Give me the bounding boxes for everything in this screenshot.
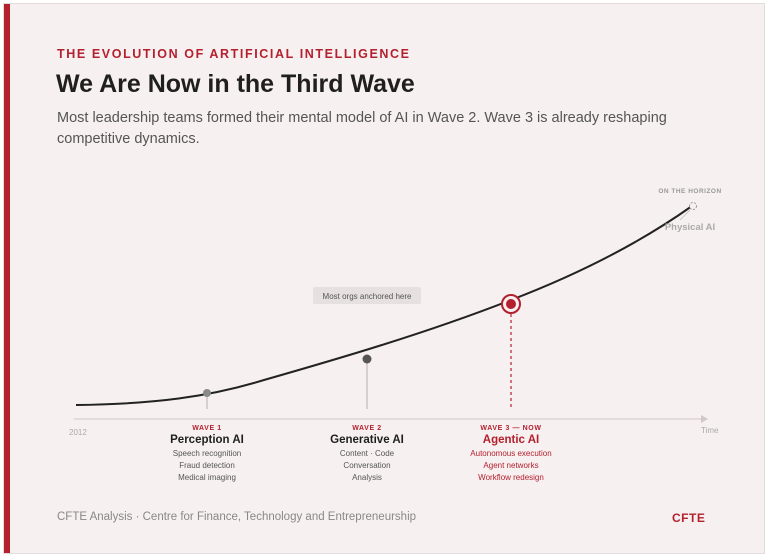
wave-2-item: Content · Code (340, 449, 395, 458)
wave-3-marker (506, 299, 516, 309)
slide-card: THE EVOLUTION OF ARTIFICIAL INTELLIGENCE… (3, 3, 765, 554)
axis-start-label: 2012 (69, 428, 87, 437)
horizon-label: Physical AI (665, 222, 715, 233)
axis-end-label: Time (701, 426, 719, 435)
wave-3-item: Autonomous execution (470, 449, 551, 458)
horizon-marker (689, 202, 697, 210)
wave-3-item: Agent networks (483, 461, 538, 470)
ai-evolution-curve (75, 205, 693, 406)
wave-3-item: Workflow redesign (478, 473, 544, 482)
anchored-callout-box (313, 287, 421, 304)
wave-2-tag: WAVE 2 (352, 425, 382, 432)
wave-1-name: Perception AI (170, 434, 244, 446)
accent-bar (4, 4, 10, 553)
wave-1-tag: WAVE 1 (192, 425, 222, 432)
wave-1-item: Fraud detection (179, 461, 235, 470)
wave-2-item: Analysis (352, 473, 382, 482)
wave-2-marker (362, 354, 372, 364)
page-title: We Are Now in the Third Wave (56, 70, 415, 98)
horizon-connector (679, 209, 691, 221)
wave-2-name: Generative AI (330, 434, 404, 446)
wave-diagram: 2012 Time Most orgs anchored here ON THE… (69, 188, 721, 482)
anchored-callout-text: Most orgs anchored here (323, 292, 412, 301)
footer-source: CFTE Analysis · Centre for Finance, Tech… (57, 511, 417, 523)
wave-1-marker (203, 389, 211, 397)
time-axis-arrow (701, 415, 708, 423)
horizon-tag: ON THE HORIZON (658, 188, 721, 195)
wave-1-item: Speech recognition (173, 449, 242, 458)
eyebrow-label: THE EVOLUTION OF ARTIFICIAL INTELLIGENCE (57, 47, 411, 61)
footer-brand-logo: CFTE (672, 511, 706, 525)
wave-3-tag: WAVE 3 — NOW (480, 425, 541, 432)
wave-3-name: Agentic AI (483, 434, 539, 446)
wave-2-item: Conversation (343, 461, 390, 470)
wave-1-item: Medical imaging (178, 473, 236, 482)
page-subtitle: Most leadership teams formed their menta… (57, 110, 667, 147)
